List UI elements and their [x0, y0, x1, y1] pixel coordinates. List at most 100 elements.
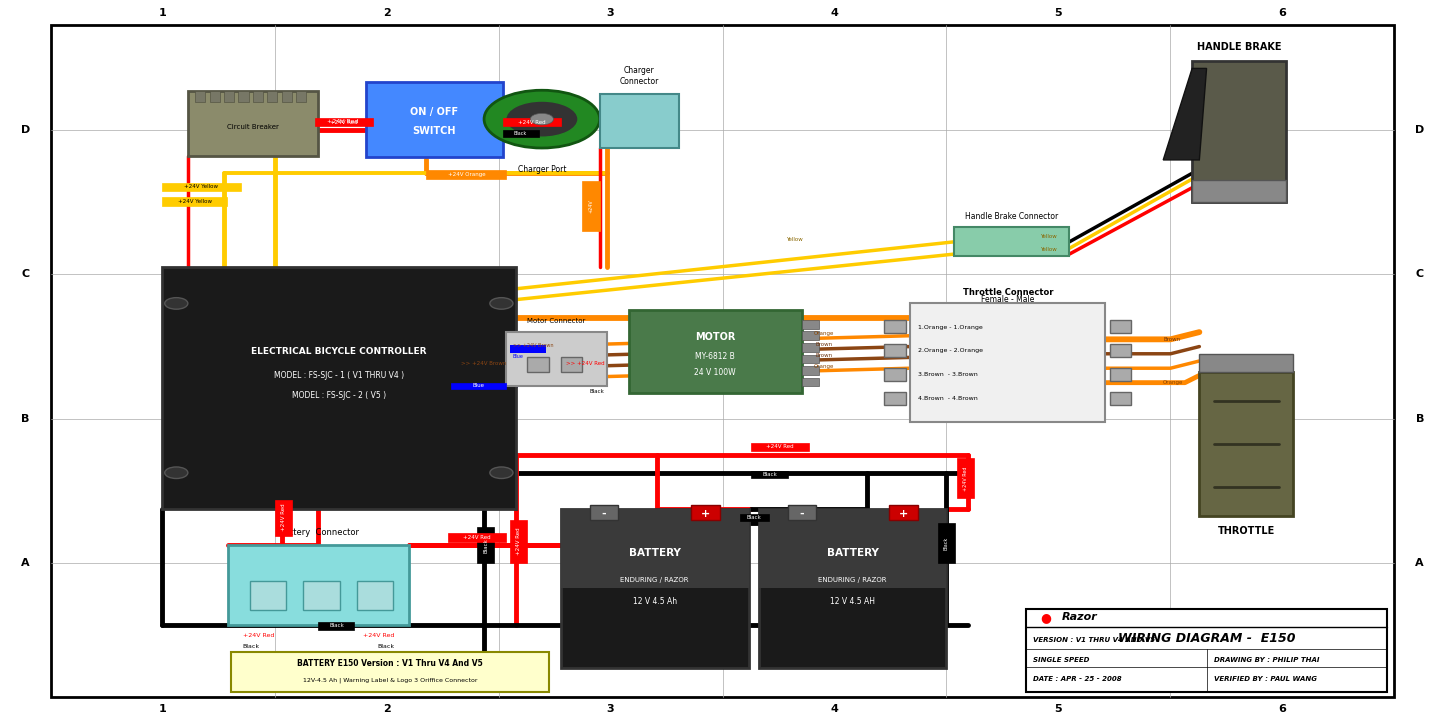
Text: -: -	[601, 509, 607, 519]
Text: 2: 2	[383, 8, 390, 17]
Text: >> +24V Red: >> +24V Red	[566, 361, 604, 365]
Bar	[275, 500, 292, 536]
Text: +24V Red: +24V Red	[363, 633, 394, 638]
Bar	[759, 509, 946, 668]
Text: 4: 4	[831, 8, 838, 17]
Bar	[889, 505, 918, 520]
Bar	[1192, 180, 1286, 202]
Bar	[691, 505, 720, 520]
Bar	[759, 509, 946, 588]
Text: 4: 4	[831, 705, 838, 714]
Text: Orange: Orange	[814, 331, 834, 336]
Text: +24V Red: +24V Red	[517, 120, 546, 124]
Bar	[884, 367, 906, 380]
Bar	[303, 581, 340, 610]
Bar	[957, 458, 974, 498]
Text: Black: Black	[590, 389, 604, 393]
Text: Charger
Connector: Charger Connector	[620, 66, 659, 85]
Bar	[582, 180, 600, 231]
Bar	[884, 391, 906, 404]
Text: Black: Black	[243, 644, 260, 648]
Text: 3: 3	[607, 705, 614, 714]
Text: MODEL : FS-SJC - 2 ( V5 ): MODEL : FS-SJC - 2 ( V5 )	[292, 391, 386, 400]
Text: 5: 5	[1055, 8, 1062, 17]
Text: +24V: +24V	[588, 199, 594, 213]
Text: C: C	[22, 269, 29, 279]
Text: A: A	[1416, 558, 1423, 568]
Circle shape	[165, 467, 188, 479]
Text: +24V Red: +24V Red	[327, 119, 358, 123]
Bar	[561, 357, 582, 372]
Bar	[802, 343, 819, 352]
Text: >> +24V Brown: >> +24V Brown	[461, 361, 507, 365]
Bar	[510, 345, 546, 352]
Bar	[802, 331, 819, 340]
Bar	[188, 91, 318, 156]
Text: Black: Black	[377, 644, 394, 648]
Bar	[506, 332, 607, 386]
Text: Motor Connector: Motor Connector	[527, 318, 585, 324]
Bar	[802, 320, 819, 329]
Bar	[740, 514, 769, 521]
Circle shape	[506, 101, 578, 137]
Bar	[884, 344, 906, 357]
Text: THROTTLE: THROTTLE	[1218, 526, 1274, 536]
Bar	[910, 303, 1105, 422]
Bar	[751, 471, 788, 478]
Text: +24V Red: +24V Red	[766, 445, 795, 449]
Text: Female - Male: Female - Male	[981, 295, 1035, 304]
Text: +24V Red: +24V Red	[280, 504, 286, 531]
Text: 6: 6	[1279, 8, 1286, 17]
Bar	[224, 91, 234, 102]
Text: Yellow: Yellow	[1040, 235, 1058, 239]
Bar	[510, 520, 527, 563]
Bar	[527, 357, 549, 372]
Text: B: B	[22, 414, 29, 424]
Text: Handle Brake Connector: Handle Brake Connector	[965, 212, 1058, 221]
Text: VERIFIED BY : PAUL WANG: VERIFIED BY : PAUL WANG	[1214, 677, 1316, 682]
Bar	[162, 183, 241, 191]
Text: +24V Yellow: +24V Yellow	[184, 185, 218, 189]
Text: +: +	[701, 509, 709, 519]
Text: 6: 6	[1279, 705, 1286, 714]
Circle shape	[165, 297, 188, 309]
Bar	[357, 581, 393, 610]
Bar	[503, 130, 539, 137]
Text: 5: 5	[1055, 705, 1062, 714]
Text: B: B	[1416, 414, 1423, 424]
Text: 1.Orange - 1.Orange: 1.Orange - 1.Orange	[918, 325, 983, 329]
Bar	[253, 91, 263, 102]
Text: ELECTRICAL BICYCLE CONTROLLER: ELECTRICAL BICYCLE CONTROLLER	[251, 347, 426, 356]
Bar	[162, 197, 227, 206]
Text: SWITCH: SWITCH	[412, 126, 457, 136]
Text: Throttle Connector: Throttle Connector	[962, 288, 1053, 297]
Text: +24V Red: +24V Red	[243, 633, 275, 638]
Text: Brown: Brown	[815, 342, 832, 347]
Text: D: D	[1415, 125, 1425, 135]
Polygon shape	[1163, 69, 1207, 160]
Text: Orange: Orange	[814, 364, 834, 368]
Text: +24V Red: +24V Red	[462, 535, 491, 539]
Text: Black: Black	[763, 472, 777, 477]
Text: 4.Brown  - 4.Brown: 4.Brown - 4.Brown	[918, 396, 977, 401]
Bar	[162, 267, 516, 509]
Bar	[448, 533, 506, 542]
Bar	[1192, 61, 1286, 202]
Bar	[561, 509, 749, 668]
Text: +24V Red: +24V Red	[962, 466, 968, 491]
Text: Brown: Brown	[1163, 337, 1181, 342]
Bar	[802, 378, 819, 386]
Circle shape	[490, 467, 513, 479]
Bar	[629, 310, 802, 393]
Bar	[1110, 344, 1131, 357]
Text: BATTERY: BATTERY	[827, 549, 879, 559]
Text: Razor: Razor	[1062, 612, 1098, 622]
Bar	[788, 505, 816, 520]
Text: SINGLE SPEED: SINGLE SPEED	[1033, 657, 1090, 663]
Text: MY-6812 B: MY-6812 B	[695, 352, 736, 360]
Text: Yellow: Yellow	[786, 238, 803, 242]
Bar	[802, 366, 819, 375]
Text: ENDURING / RAZOR: ENDURING / RAZOR	[620, 578, 689, 583]
Bar	[600, 94, 679, 148]
Bar	[938, 523, 955, 563]
